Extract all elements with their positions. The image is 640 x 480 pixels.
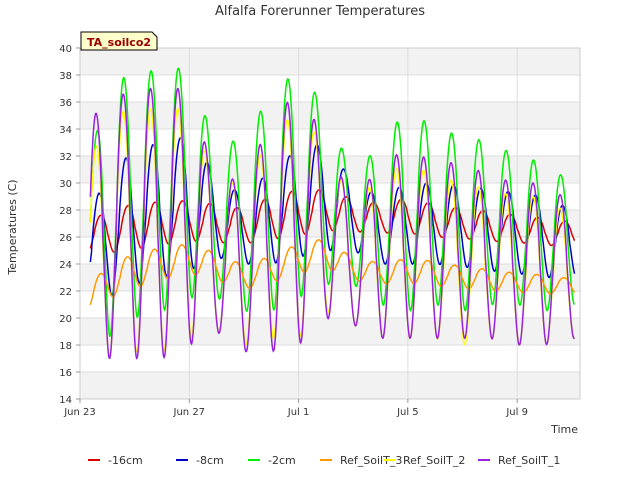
chart-title: Alfalfa Forerunner Temperatures: [215, 4, 425, 19]
legend-label: -8cm: [196, 454, 224, 467]
legend-label: Ref_SoilT_1: [498, 454, 560, 467]
plot-band: [80, 318, 580, 345]
y-tick-label: 20: [59, 314, 72, 325]
y-tick-label: 32: [59, 152, 72, 163]
site-badge-label: TA_soilco2: [87, 36, 151, 49]
x-tick-label: Jul 5: [396, 407, 419, 418]
x-tick-label: Jun 23: [63, 407, 96, 418]
x-tick-label: Jun 27: [173, 407, 206, 418]
series-line-5: [89, 87, 576, 360]
x-axis-label: Time: [550, 423, 578, 436]
y-axis-ticks: 14 16 18 20 22 24 26 28 30 32 34 36 38 40: [59, 44, 80, 406]
plot-band: [80, 345, 580, 372]
y-tick-label: 28: [59, 206, 72, 217]
legend: -16cm -8cm -2cm Ref_SoilT_3 Ref_SoilT_2 Ref_S…: [88, 454, 560, 467]
plot-band: [80, 75, 580, 102]
plot-band: [80, 156, 580, 183]
y-tick-label: 36: [59, 98, 72, 109]
legend-label: Ref_SoilT_2: [403, 454, 465, 467]
series-layer: [89, 67, 576, 360]
plot-band: [80, 372, 580, 399]
legend-label: Ref_SoilT_3: [340, 454, 402, 467]
y-tick-label: 26: [59, 233, 72, 244]
site-badge: TA_soilco2: [80, 31, 158, 51]
y-tick-label: 38: [59, 71, 72, 82]
y-tick-label: 30: [59, 179, 72, 190]
plot-band: [80, 183, 580, 210]
y-tick-label: 40: [59, 44, 72, 55]
y-axis-label: Temperatures (C): [6, 179, 19, 275]
y-tick-label: 34: [59, 125, 72, 136]
legend-label: -2cm: [268, 454, 296, 467]
x-tick-label: Jul 1: [287, 407, 310, 418]
legend-label: -16cm: [108, 454, 143, 467]
y-tick-label: 16: [59, 368, 72, 379]
x-axis-ticks: Jun 23 Jun 27 Jul 1 Jul 5 Jul 9: [63, 399, 528, 418]
x-tick-label: Jul 9: [505, 407, 528, 418]
y-tick-label: 24: [59, 260, 72, 271]
y-tick-label: 18: [59, 341, 72, 352]
y-tick-label: 14: [59, 395, 72, 406]
y-tick-label: 22: [59, 287, 72, 298]
plot-frame: [79, 47, 581, 400]
plot-band: [80, 129, 580, 156]
plot-band: [80, 102, 580, 129]
plot-band: [80, 48, 580, 75]
